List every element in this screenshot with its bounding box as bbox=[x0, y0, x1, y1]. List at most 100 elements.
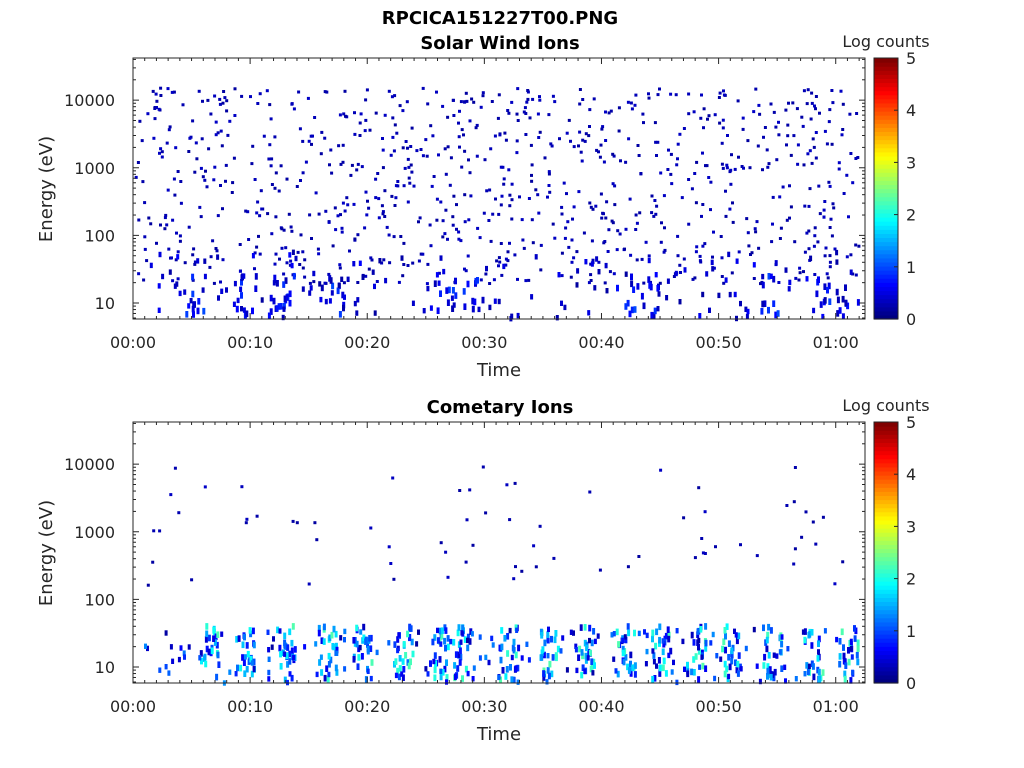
count-cell bbox=[205, 645, 209, 653]
count-cell bbox=[166, 188, 170, 192]
count-cell bbox=[654, 212, 658, 216]
count-cell bbox=[191, 305, 195, 313]
count-cell bbox=[717, 96, 721, 99]
cometary-ions-panel: Cometary Ions 00:00 00:10 00:20 00:30 00:40 0… bbox=[36, 396, 930, 745]
count-cell bbox=[329, 277, 333, 284]
colorbar-tick-label: 2 bbox=[906, 206, 916, 225]
count-cell bbox=[523, 106, 527, 110]
count-cell bbox=[205, 630, 209, 638]
count-cell bbox=[378, 258, 382, 264]
count-cell bbox=[843, 658, 847, 665]
count-cell bbox=[661, 638, 665, 644]
count-cell bbox=[334, 664, 338, 672]
count-cell bbox=[601, 125, 605, 129]
x-tick-label: 01:00 bbox=[813, 697, 859, 716]
count-cell bbox=[490, 635, 494, 642]
count-cell bbox=[358, 260, 362, 266]
panel-title: Cometary Ions bbox=[427, 397, 574, 418]
count-cell bbox=[193, 260, 197, 264]
count-cell bbox=[796, 143, 800, 147]
count-cell bbox=[704, 623, 708, 630]
count-cell bbox=[690, 631, 694, 639]
count-cell bbox=[691, 277, 695, 281]
count-cell bbox=[830, 142, 834, 146]
count-cell bbox=[512, 646, 516, 654]
colorbar-segment bbox=[874, 282, 898, 287]
count-cell bbox=[493, 134, 497, 138]
count-cell bbox=[458, 647, 462, 654]
colorbar-segment bbox=[874, 613, 898, 619]
count-cell bbox=[530, 179, 534, 183]
count-cell bbox=[183, 654, 186, 660]
count-cell bbox=[778, 195, 782, 199]
count-cell bbox=[471, 543, 475, 547]
colorbar-segment bbox=[874, 454, 898, 460]
count-cell bbox=[317, 629, 321, 637]
colorbar-tick-label: 1 bbox=[906, 622, 916, 641]
count-cell bbox=[676, 234, 680, 238]
count-cell bbox=[402, 241, 406, 245]
count-cell bbox=[590, 239, 594, 243]
count-cell bbox=[499, 203, 503, 207]
count-cell bbox=[647, 254, 651, 258]
count-cell bbox=[647, 257, 651, 264]
count-cell bbox=[426, 285, 430, 292]
count-cell bbox=[458, 659, 462, 666]
count-cell bbox=[545, 679, 549, 685]
colorbar-segment bbox=[874, 430, 898, 435]
count-cell bbox=[600, 127, 604, 131]
count-cell bbox=[409, 145, 413, 148]
count-cell bbox=[634, 93, 638, 97]
count-cell bbox=[178, 290, 182, 297]
count-cell bbox=[572, 630, 575, 636]
count-cell bbox=[220, 631, 224, 637]
count-cell bbox=[258, 214, 262, 218]
count-cell bbox=[769, 627, 773, 634]
count-cell bbox=[661, 664, 665, 672]
count-cell bbox=[275, 280, 279, 287]
count-cell bbox=[363, 129, 367, 133]
count-cell bbox=[515, 627, 519, 633]
count-cell bbox=[527, 278, 531, 282]
count-cell bbox=[687, 178, 691, 181]
count-cell bbox=[590, 658, 594, 665]
count-cell bbox=[212, 635, 216, 642]
count-cell bbox=[284, 246, 288, 250]
count-cell bbox=[213, 165, 217, 169]
x-axis-ticks: 00:00 00:10 00:20 00:30 00:40 00:50 01:00 bbox=[110, 58, 860, 352]
count-cell bbox=[510, 198, 514, 202]
count-cell bbox=[599, 192, 603, 196]
count-cell bbox=[446, 299, 450, 306]
count-cell bbox=[500, 627, 504, 634]
count-cell bbox=[272, 280, 276, 286]
colorbar-segment bbox=[874, 601, 898, 607]
count-cell bbox=[164, 213, 168, 217]
count-cell bbox=[725, 623, 729, 630]
count-cell bbox=[550, 670, 554, 678]
count-cell bbox=[846, 302, 850, 310]
spectrogram-plot bbox=[134, 86, 861, 322]
count-cell bbox=[828, 108, 832, 112]
colorbar-segment bbox=[874, 82, 898, 88]
count-cell bbox=[655, 663, 658, 669]
count-cell bbox=[635, 258, 639, 262]
count-cell bbox=[527, 197, 531, 200]
count-cell bbox=[221, 101, 225, 105]
count-cell bbox=[667, 631, 671, 639]
count-cell bbox=[571, 217, 574, 221]
count-cell bbox=[737, 652, 741, 659]
x-tick-label: 00:10 bbox=[227, 697, 273, 716]
count-cell bbox=[853, 635, 857, 642]
count-cell bbox=[251, 627, 255, 635]
colorbar-segment bbox=[874, 200, 898, 206]
count-cell bbox=[828, 265, 832, 269]
count-cell bbox=[526, 97, 530, 101]
count-cell bbox=[583, 624, 587, 631]
count-cell bbox=[792, 562, 796, 566]
count-cell bbox=[843, 670, 847, 678]
count-cell bbox=[650, 211, 654, 215]
count-cell bbox=[543, 156, 547, 160]
count-cell bbox=[273, 262, 277, 266]
count-cell bbox=[621, 645, 625, 653]
count-cell bbox=[484, 272, 488, 276]
